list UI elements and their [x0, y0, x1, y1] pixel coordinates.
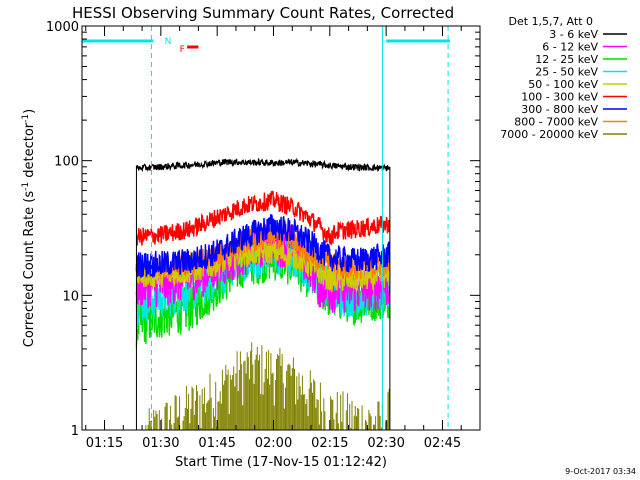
x-tick-label: 01:45	[198, 436, 235, 451]
y-axis-label-sup1: -1	[21, 182, 31, 191]
legend-label: 25 - 50 keV	[535, 66, 598, 79]
legend-label: 100 - 300 keV	[521, 91, 598, 104]
series-300-800keV-group	[135, 214, 391, 278]
legend-label: 3 - 6 keV	[549, 28, 598, 41]
series-line-25-50kev	[135, 230, 391, 328]
y-tick-label: 10	[62, 289, 79, 304]
y-axis-label-main: Corrected Count Rate (s	[22, 191, 37, 348]
plot-area	[135, 157, 391, 430]
y-tick-label: 1000	[46, 20, 79, 35]
legend-label: 6 - 12 keV	[542, 41, 598, 54]
x-tick-label: 01:30	[142, 436, 179, 451]
legend-label: 12 - 25 keV	[535, 53, 598, 66]
x-axis-label: Start Time (17-Nov-15 01:12:42)	[175, 455, 387, 470]
y-tick-label: 1	[71, 424, 79, 439]
series-3-6keV-group	[135, 157, 391, 430]
y-axis-label: Corrected Count Rate (s-1 detector-1)	[21, 109, 37, 347]
series-line-3-6kev	[135, 157, 391, 173]
series-line-300-800kev	[135, 214, 391, 278]
y-axis-label-mid: detector	[22, 122, 37, 182]
y-axis-label-end: )	[22, 109, 37, 114]
flare-flag-label: F	[180, 45, 185, 55]
night-flag-label: N	[165, 37, 172, 47]
legend-label: 300 - 800 keV	[521, 103, 598, 116]
timestamp: 9-Oct-2017 03:34	[565, 467, 636, 476]
axes: 1 10 100 1000 01:15 01:30 01:45 02:00 02:15 02:30…	[46, 20, 481, 451]
legend-label: 50 - 100 keV	[528, 78, 598, 91]
series-25-50keV-group	[135, 230, 391, 328]
plot-frame	[81, 25, 481, 431]
x-tick-label: 02:45	[424, 436, 461, 451]
series-100-300keV-group	[136, 190, 391, 246]
x-tick-label: 02:15	[311, 436, 348, 451]
series-line-100-300kev	[136, 190, 391, 246]
x-tick-label: 02:30	[367, 436, 404, 451]
y-axis-label-sup2: -1	[21, 114, 31, 123]
y-tick-label: 100	[54, 155, 79, 170]
chart-title: HESSI Observing Summary Count Rates, Cor…	[72, 4, 454, 22]
legend-label: 7000 - 20000 keV	[500, 128, 598, 141]
x-tick-label: 01:15	[86, 436, 123, 451]
legend-label: 800 - 7000 keV	[514, 116, 598, 129]
legend-header: Det 1,5,7, Att 0	[509, 15, 593, 28]
x-tick-label: 02:00	[255, 436, 292, 451]
